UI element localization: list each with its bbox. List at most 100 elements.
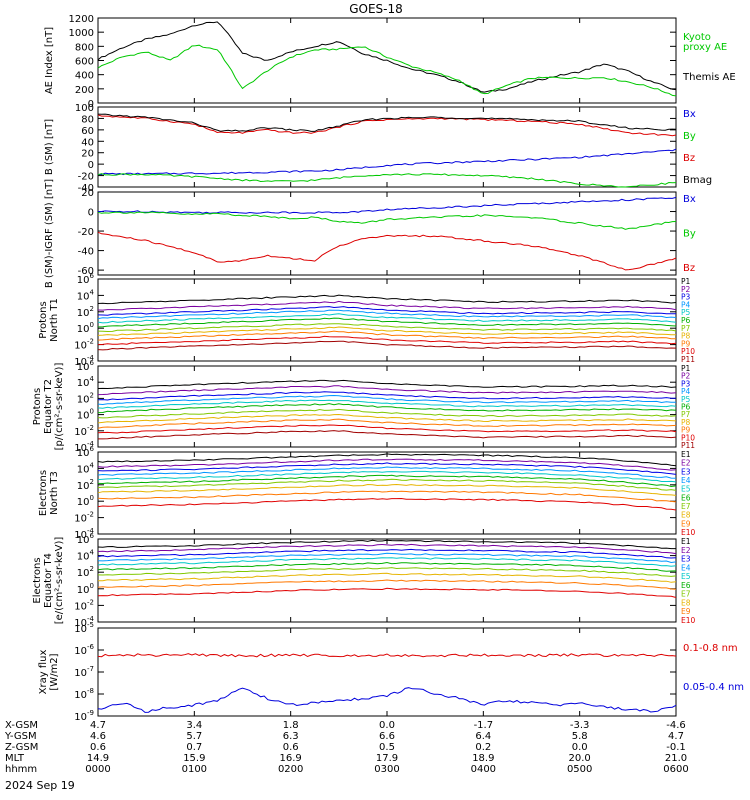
series-line-e6 [97, 474, 677, 488]
y-tick-label: 0 [88, 99, 94, 110]
series-line-p8 [97, 413, 677, 424]
series-label: P5 [681, 308, 691, 317]
series-label: E3 [681, 467, 691, 476]
y-tick-exponent: 6 [90, 445, 95, 453]
series-line-p3 [97, 306, 677, 316]
series-label: 0.05-0.4 nm [683, 682, 744, 693]
y-tick-label: -40 [78, 247, 94, 258]
y-tick-label: 800 [75, 42, 94, 53]
y-tick-exponent: -9 [87, 709, 94, 717]
ephemeris-value: 0000 [85, 764, 110, 775]
series-line-e9 [97, 579, 677, 590]
series-line-e4 [97, 466, 677, 479]
series-label: E8 [681, 511, 691, 520]
series-label: E1 [681, 537, 691, 546]
series-line-themis-ae [97, 21, 677, 93]
ephemeris-value: 0.6 [283, 742, 299, 753]
y-axis-label: North T1 [49, 298, 60, 342]
series-line-bmag [97, 113, 677, 132]
y-tick-exponent: -4 [87, 440, 95, 448]
y-axis-label: Equator T2 [43, 379, 54, 434]
y-tick-exponent: 6 [90, 359, 95, 367]
y-tick-label: -20 [78, 172, 94, 183]
y-tick-label: 1000 [69, 28, 94, 39]
series-line-e7 [97, 567, 677, 577]
ephemeris-row-label: Z-GSM [5, 742, 38, 753]
series-label: proxy AE [683, 42, 727, 53]
y-tick-label: 100 [77, 582, 94, 596]
y-tick-label: 60 [81, 126, 94, 137]
series-line-p3 [97, 391, 676, 401]
y-tick-label: 10-8 [74, 687, 94, 701]
ephemeris-value: 0600 [663, 764, 688, 775]
y-tick-label: 100 [77, 494, 94, 508]
ephemeris-value: 0.2 [475, 742, 491, 753]
series-line-p1 [97, 379, 677, 390]
y-tick-exponent: 2 [90, 305, 94, 313]
y-axis-label: Electrons [38, 470, 49, 516]
series-label: P6 [681, 316, 691, 325]
series-line-bx [98, 196, 677, 214]
y-axis-label: Xray flux [38, 650, 49, 695]
y-tick-label: 0 [88, 208, 94, 219]
ephemeris-value: 4.7 [668, 731, 684, 742]
y-tick-label: 104 [77, 461, 95, 475]
ephemeris-value: 0200 [278, 764, 303, 775]
series-label: 0.1-0.8 nm [683, 643, 738, 654]
y-tick-label: 100 [75, 103, 94, 114]
series-line-e5 [97, 557, 677, 567]
series-label: E5 [681, 572, 691, 581]
ephemeris-value: 3.4 [186, 720, 202, 731]
plot-frame [97, 191, 677, 276]
y-tick-exponent: 0 [90, 494, 94, 502]
ephemeris-row-label: Y-GSM [4, 731, 37, 742]
y-tick-label: 0 [88, 160, 94, 171]
series-line-p11 [97, 340, 677, 351]
series-label: E2 [681, 546, 691, 555]
y-tick-label: 200 [75, 85, 94, 96]
series-line-p8 [97, 326, 677, 336]
series-label: E7 [681, 590, 691, 599]
y-tick-exponent: -6 [87, 643, 95, 651]
series-line-p4 [97, 309, 677, 320]
y-tick-label: 40 [81, 137, 94, 148]
y-tick-exponent: 2 [90, 565, 94, 573]
y-axis-label: [p/(cm²-s-sr-keV)] [54, 363, 65, 451]
y-tick-exponent: 2 [90, 391, 94, 399]
series-line-p5 [97, 399, 677, 409]
series-group [97, 453, 677, 511]
y-axis-label: North T3 [49, 471, 60, 515]
ephemeris-value: 0.5 [379, 742, 395, 753]
y-tick-exponent: 2 [90, 478, 94, 486]
series-label: Bz [683, 263, 695, 274]
series-label: By [683, 229, 696, 240]
series-line-e6 [97, 561, 677, 572]
series-label: P4 [681, 387, 691, 396]
series-line-p1 [97, 294, 677, 305]
series-label: E10 [681, 528, 696, 537]
series-line-by [97, 211, 677, 230]
y-axis-label: [W/m2] [49, 653, 60, 690]
series-label: E5 [681, 485, 691, 494]
ephemeris-value: 0.0 [379, 720, 395, 731]
series-label: E6 [681, 581, 691, 590]
ephemeris-table: X-GSMY-GSMZ-GSMMLThhmm4.74.60.614.900003… [4, 720, 689, 775]
series-label: E9 [681, 519, 691, 528]
y-axis-label: Protons [32, 388, 43, 425]
series-line-p10 [97, 335, 677, 346]
ephemeris-value: 1.8 [283, 720, 299, 731]
ephemeris-row-label: hhmm [5, 764, 37, 775]
y-tick-label: 106 [77, 359, 95, 373]
panel-3: -60 -40 -20 0 20 B (SM)-IGRF (SM) [nT] Bx By Bz [44, 179, 696, 288]
y-tick-exponent: 4 [90, 549, 95, 557]
y-tick-label: 106 [77, 445, 95, 459]
y-tick-label: 10-2 [74, 424, 94, 438]
series-label: Kyoto [683, 32, 711, 43]
y-axis-label: [e/(cm²-s-sr-keV)] [54, 537, 65, 625]
series-label: P11 [681, 355, 695, 364]
